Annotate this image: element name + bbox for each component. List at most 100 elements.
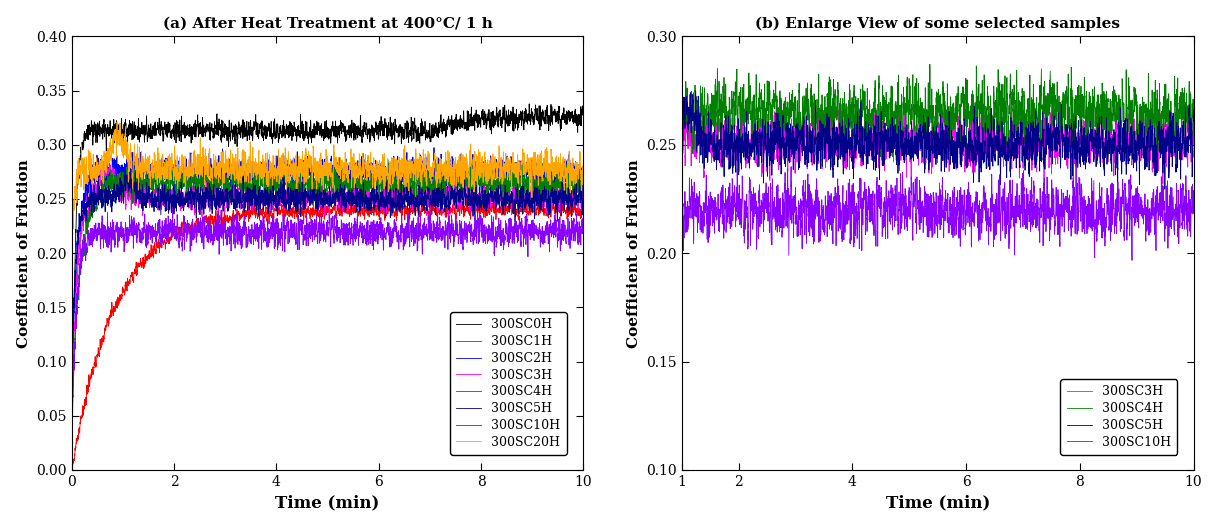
Line: 300SC5H: 300SC5H bbox=[72, 172, 584, 381]
300SC1H bbox=[446, 206, 461, 212]
300SC1H bbox=[397, 210, 412, 216]
300SC5H bbox=[372, 192, 386, 199]
X-axis label: Time (min): Time (min) bbox=[885, 494, 990, 511]
Line: 300SC1H: 300SC1H bbox=[72, 200, 584, 475]
300SC3H bbox=[98, 151, 112, 157]
300SC4H bbox=[372, 174, 386, 180]
300SC3H bbox=[1036, 184, 1051, 191]
300SC10H bbox=[485, 228, 500, 234]
300SC3H bbox=[260, 185, 274, 191]
300SC10H bbox=[372, 228, 386, 234]
300SC10H bbox=[730, 159, 745, 166]
300SC10H bbox=[397, 233, 412, 240]
Line: 300SC10H: 300SC10H bbox=[681, 163, 1193, 260]
Line: 300SC20H: 300SC20H bbox=[72, 122, 584, 262]
300SC4H bbox=[260, 183, 274, 189]
300SC2H bbox=[260, 174, 274, 180]
300SC1H bbox=[577, 211, 591, 217]
300SC5H bbox=[674, 127, 689, 134]
300SC0H bbox=[157, 121, 172, 127]
300SC4H bbox=[1136, 99, 1151, 105]
300SC5H bbox=[995, 126, 1009, 132]
300SC5H bbox=[1186, 118, 1201, 124]
300SC1H bbox=[530, 196, 545, 203]
300SC10H bbox=[1137, 211, 1152, 217]
300SC5H bbox=[157, 186, 172, 192]
300SC5H bbox=[446, 198, 461, 204]
300SC4H bbox=[577, 177, 591, 184]
300SC5H bbox=[65, 378, 79, 384]
300SC10H bbox=[736, 218, 751, 224]
300SC10H bbox=[65, 437, 79, 443]
300SC4H bbox=[674, 90, 689, 97]
300SC3H bbox=[485, 192, 500, 199]
300SC5H bbox=[1111, 187, 1125, 193]
300SC4H bbox=[446, 176, 461, 183]
300SC5H bbox=[1139, 138, 1153, 144]
300SC3H bbox=[446, 193, 461, 199]
300SC4H bbox=[157, 182, 172, 188]
300SC2H bbox=[65, 364, 79, 371]
Line: 300SC0H: 300SC0H bbox=[72, 104, 584, 465]
Line: 300SC4H: 300SC4H bbox=[72, 159, 584, 404]
Legend: 300SC3H, 300SC4H, 300SC5H, 300SC10H: 300SC3H, 300SC4H, 300SC5H, 300SC10H bbox=[1061, 379, 1178, 455]
300SC4H bbox=[485, 182, 500, 188]
300SC20H bbox=[577, 156, 591, 162]
300SC20H bbox=[157, 166, 172, 173]
Y-axis label: Coefficient of Friction: Coefficient of Friction bbox=[627, 159, 641, 347]
300SC10H bbox=[1159, 205, 1174, 211]
Y-axis label: Coefficient of Friction: Coefficient of Friction bbox=[17, 159, 30, 347]
300SC4H bbox=[1159, 116, 1174, 122]
300SC1H bbox=[65, 472, 79, 478]
300SC3H bbox=[65, 420, 79, 426]
300SC0H bbox=[65, 462, 79, 468]
300SC20H bbox=[446, 184, 461, 190]
300SC20H bbox=[260, 159, 274, 165]
300SC4H bbox=[923, 61, 937, 68]
300SC3H bbox=[995, 131, 1009, 138]
300SC3H bbox=[1186, 111, 1201, 117]
300SC5H bbox=[397, 203, 412, 210]
300SC5H bbox=[1137, 133, 1152, 139]
300SC1H bbox=[260, 218, 274, 224]
300SC5H bbox=[128, 169, 143, 175]
300SC0H bbox=[260, 131, 274, 138]
300SC0H bbox=[577, 103, 591, 109]
300SC3H bbox=[65, 420, 79, 427]
300SC4H bbox=[1139, 106, 1153, 112]
300SC20H bbox=[65, 259, 79, 265]
300SC10H bbox=[1125, 257, 1140, 263]
Line: 300SC4H: 300SC4H bbox=[681, 64, 1193, 163]
300SC5H bbox=[870, 130, 885, 137]
300SC10H bbox=[260, 239, 274, 245]
300SC5H bbox=[1159, 127, 1174, 134]
300SC2H bbox=[397, 169, 412, 176]
300SC1H bbox=[372, 211, 386, 217]
300SC3H bbox=[157, 194, 172, 201]
300SC20H bbox=[372, 174, 386, 181]
300SC4H bbox=[870, 121, 885, 128]
300SC10H bbox=[995, 199, 1009, 205]
300SC10H bbox=[674, 216, 689, 223]
300SC10H bbox=[1186, 209, 1201, 215]
300SC2H bbox=[577, 163, 591, 169]
300SC4H bbox=[397, 182, 412, 188]
300SC1H bbox=[157, 237, 172, 243]
300SC10H bbox=[1139, 206, 1153, 213]
300SC5H bbox=[736, 141, 751, 147]
300SC0H bbox=[446, 122, 461, 129]
Line: 300SC2H: 300SC2H bbox=[72, 148, 584, 378]
300SC3H bbox=[1139, 140, 1153, 147]
300SC5H bbox=[689, 88, 703, 95]
300SC0H bbox=[372, 136, 386, 143]
300SC3H bbox=[372, 204, 386, 210]
300SC4H bbox=[1186, 105, 1201, 111]
300SC1H bbox=[485, 204, 500, 211]
300SC20H bbox=[485, 164, 500, 170]
300SC10H bbox=[157, 232, 172, 238]
300SC5H bbox=[577, 184, 591, 190]
300SC3H bbox=[577, 181, 591, 187]
300SC4H bbox=[736, 105, 751, 111]
300SC2H bbox=[485, 166, 500, 173]
300SC5H bbox=[260, 187, 274, 193]
